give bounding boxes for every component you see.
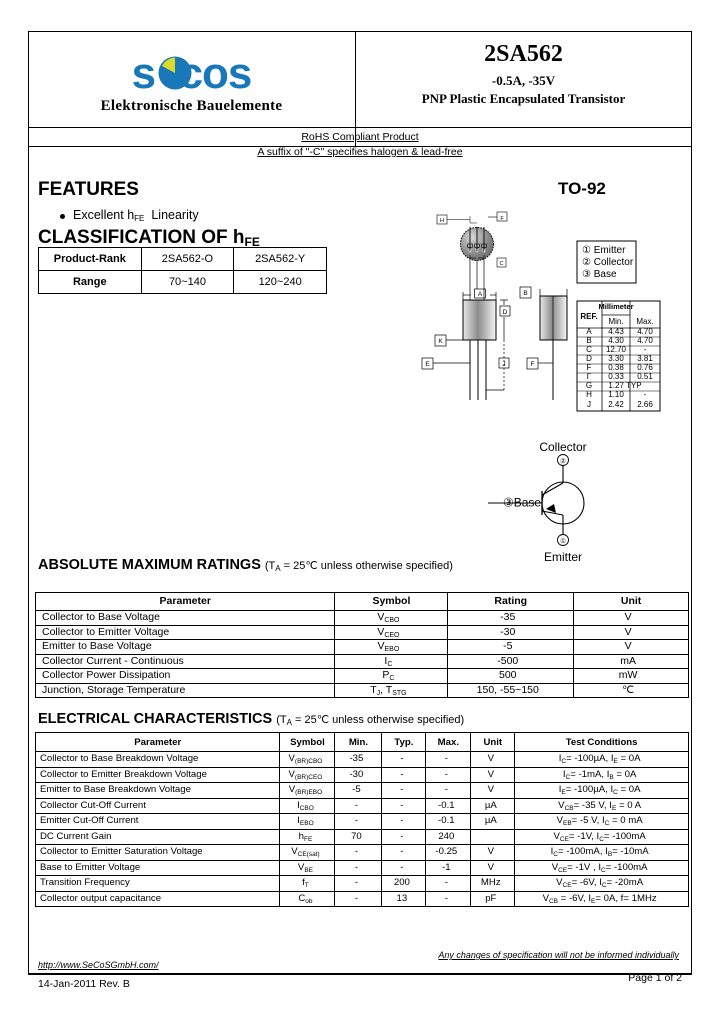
svg-text:② Collector: ② Collector — [582, 257, 634, 268]
svg-text:H: H — [440, 218, 444, 224]
svg-text:4.43: 4.43 — [608, 327, 624, 336]
svg-text:A: A — [478, 291, 483, 298]
svg-text:2.66: 2.66 — [637, 400, 653, 409]
svg-text:① Emitter: ① Emitter — [582, 245, 626, 256]
svg-text:3.81: 3.81 — [637, 354, 653, 363]
svg-text:F: F — [531, 361, 535, 368]
svg-text:Min.: Min. — [608, 317, 623, 326]
svg-text:-: - — [644, 390, 647, 399]
svg-text:C: C — [500, 261, 504, 267]
svg-text:J: J — [587, 400, 591, 409]
svg-text:0.76: 0.76 — [637, 363, 653, 372]
svg-text:Emitter: Emitter — [544, 550, 582, 564]
svg-text:G: G — [586, 381, 592, 390]
svg-text:4.70: 4.70 — [637, 336, 653, 345]
svg-text:①: ① — [560, 537, 566, 545]
svg-text:4.70: 4.70 — [637, 327, 653, 336]
svg-text:B: B — [523, 290, 527, 297]
svg-text:0.33: 0.33 — [608, 372, 624, 381]
svg-text:C: C — [586, 345, 592, 354]
svg-text:Collector: Collector — [539, 440, 586, 454]
svg-text:③: ③ — [482, 249, 486, 254]
svg-text:1.10: 1.10 — [608, 390, 624, 399]
svg-text:3.30: 3.30 — [608, 354, 624, 363]
svg-text:A: A — [586, 327, 592, 336]
svg-text:2.42: 2.42 — [608, 400, 624, 409]
svg-text:-: - — [644, 345, 647, 354]
svg-text:①: ① — [468, 249, 472, 254]
svg-text:H: H — [586, 390, 592, 399]
svg-text:4.30: 4.30 — [608, 336, 624, 345]
svg-text:1.27 TYP: 1.27 TYP — [608, 381, 641, 390]
svg-text:Max.: Max. — [636, 317, 653, 326]
svg-text:③ Base: ③ Base — [582, 269, 617, 280]
svg-text:12.70: 12.70 — [606, 345, 627, 354]
svg-text:0.38: 0.38 — [608, 363, 624, 372]
svg-text:B: B — [586, 336, 591, 345]
svg-text:F: F — [587, 363, 592, 372]
svg-text:K: K — [438, 338, 443, 345]
svg-text:D: D — [586, 354, 592, 363]
svg-text:D: D — [503, 309, 508, 316]
svg-text:③Base: ③Base — [503, 496, 541, 510]
svg-text:J: J — [502, 361, 505, 368]
svg-text:②: ② — [475, 249, 479, 254]
svg-text:E: E — [425, 361, 430, 368]
svg-text:0.51: 0.51 — [637, 372, 653, 381]
svg-text:Γ: Γ — [587, 372, 592, 381]
svg-text:REF.: REF. — [580, 312, 597, 321]
svg-text:Millimeter: Millimeter — [598, 302, 633, 311]
svg-text:②: ② — [560, 457, 566, 465]
